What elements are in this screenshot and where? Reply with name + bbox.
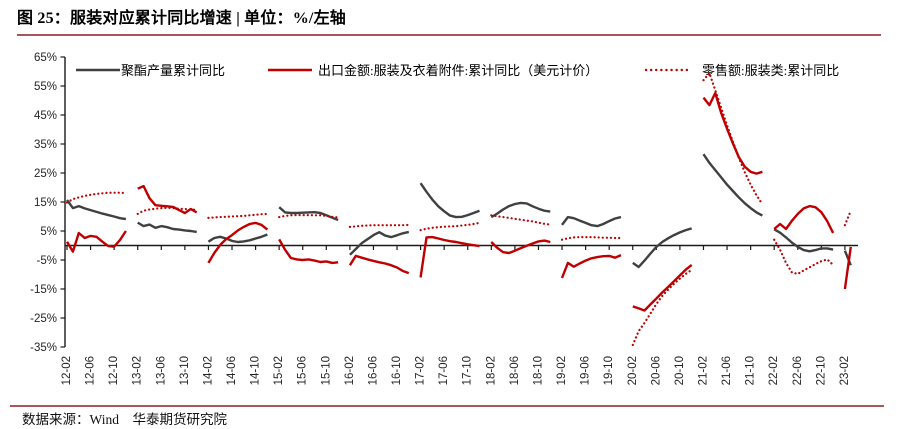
x-tick-label: 16-10 (391, 356, 403, 385)
x-tick-label: 21-10 (745, 356, 757, 385)
series-segment (632, 227, 693, 269)
legend-label: 出口金额:服装及衣着附件:累计同比（美元计价） (318, 63, 598, 78)
y-tick-label: 15% (34, 197, 57, 209)
x-tick-label: 12-06 (85, 356, 97, 385)
y-tick-label: 65% (34, 52, 57, 64)
series-segment (843, 250, 852, 266)
x-tick-label: 22-02 (768, 356, 780, 385)
x-tick-label: 14-06 (226, 356, 238, 385)
x-tick-label: 14-02 (202, 356, 214, 385)
x-tick-label: 20-06 (650, 356, 662, 385)
series-segment (702, 153, 763, 217)
x-tick-label: 16-06 (367, 356, 379, 385)
series-segment (278, 206, 339, 222)
series-segment (65, 191, 128, 204)
x-tick-label: 17-10 (462, 356, 474, 385)
series-segment (419, 235, 480, 278)
x-tick-label: 12-10 (108, 356, 120, 385)
x-tick-label: 15-02 (273, 356, 285, 385)
x-tick-label: 14-10 (250, 356, 262, 385)
series-segment (137, 221, 197, 234)
x-tick-label: 20-02 (627, 356, 639, 385)
series-segment (348, 223, 410, 228)
series-segment (66, 199, 127, 221)
series-segment (348, 254, 410, 275)
x-tick-label: 17-06 (438, 356, 450, 385)
y-tick-label: 55% (34, 81, 57, 93)
series-segment (207, 221, 269, 264)
data-source: 数据来源：Wind 华泰期货研究院 (22, 412, 227, 427)
series-segment (137, 184, 198, 215)
series-segment (560, 254, 622, 279)
series-segment (207, 233, 268, 244)
y-tick-label: 25% (34, 168, 57, 180)
series-segment (702, 71, 764, 206)
legend-item: 聚酯产量累计同比 (76, 63, 225, 78)
series-retail (65, 71, 852, 347)
series-segment (773, 204, 835, 234)
series-segment (490, 239, 551, 255)
series-segment (631, 268, 693, 347)
y-tick-label: -25% (30, 313, 57, 325)
legend-label: 聚酯产量累计同比 (121, 63, 225, 78)
x-tick-label: 13-02 (132, 356, 144, 385)
series-segment (278, 238, 339, 265)
x-tick-label: 19-06 (580, 356, 592, 385)
top-separator (17, 34, 881, 36)
figure-title: 图 25：服装对应累计同比增速 | 单位：%/左轴 (17, 10, 346, 27)
x-tick-label: 18-02 (485, 356, 497, 385)
x-tick-label: 19-10 (603, 356, 615, 385)
series-segment (561, 215, 622, 228)
legend-label: 零售额:服装类:累计同比 (702, 63, 839, 78)
series-segment (207, 212, 269, 219)
series-segment (136, 206, 198, 215)
x-tick-label: 13-06 (155, 356, 167, 385)
series-segment (773, 228, 834, 253)
series-segment (490, 214, 552, 226)
x-tick-label: 17-02 (415, 356, 427, 385)
series-segment (843, 209, 852, 227)
y-tick-label: 35% (34, 139, 57, 151)
series-segment (632, 263, 693, 312)
series-segment (278, 214, 340, 219)
y-tick-label: -15% (30, 284, 57, 296)
y-tick-label: 45% (34, 110, 57, 122)
y-tick-label: -5% (37, 255, 57, 267)
x-tick-label: 22-06 (792, 356, 804, 385)
x-tick-label: 13-10 (179, 356, 191, 385)
legend-item: 出口金额:服装及衣着附件:累计同比（美元计价） (268, 63, 598, 78)
series-segment (560, 236, 623, 241)
series-segment (419, 182, 480, 219)
series-segment (349, 230, 410, 256)
y-tick-label: -35% (30, 342, 57, 354)
x-tick-label: 15-06 (297, 356, 309, 385)
x-tick-label: 16-02 (344, 356, 356, 385)
series-segment (490, 201, 551, 219)
x-tick-label: 15-10 (320, 356, 332, 385)
x-tick-label: 21-02 (697, 356, 709, 385)
x-tick-label: 21-06 (721, 356, 733, 385)
bottom-separator (10, 405, 884, 407)
x-tick-label: 18-06 (509, 356, 521, 385)
y-tick-label: 5% (40, 226, 57, 238)
x-tick-label: 20-10 (674, 356, 686, 385)
series-segment (419, 221, 481, 232)
series-segment (65, 230, 127, 253)
legend-item: 零售额:服装类:累计同比 (644, 63, 839, 78)
x-tick-label: 22-10 (815, 356, 827, 385)
series-export (65, 91, 852, 312)
series-segment (843, 246, 852, 290)
series-segment (773, 238, 835, 275)
series-polyester (66, 153, 852, 269)
series-segment (702, 91, 763, 175)
x-tick-label: 18-10 (532, 356, 544, 385)
x-tick-label: 23-02 (839, 356, 851, 385)
x-tick-label: 19-02 (556, 356, 568, 385)
x-tick-label: 12-02 (61, 356, 73, 385)
